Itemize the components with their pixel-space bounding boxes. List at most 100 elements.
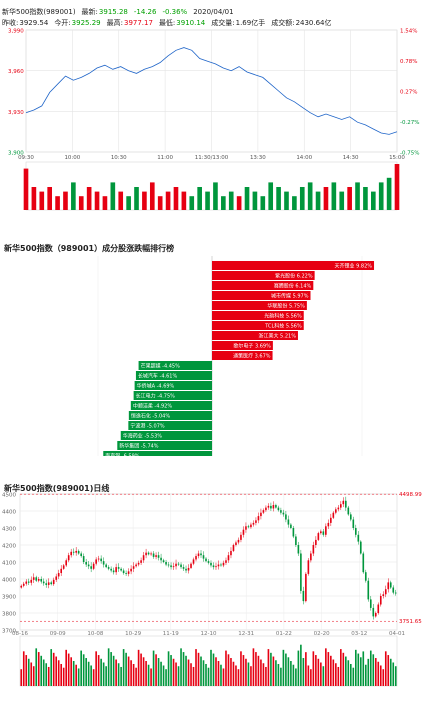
intraday-volume-bar (355, 182, 360, 210)
kline-candle (127, 571, 130, 574)
kline-volume-bar (330, 655, 332, 686)
kline-volume-bar (195, 649, 197, 686)
ranking-gainer-bar (212, 261, 375, 270)
intraday-x-tick: 14:00 (296, 155, 312, 161)
kline-candle (75, 550, 77, 553)
kline-candle (100, 558, 102, 562)
kline-volume-bar (337, 666, 340, 686)
kline-candle (225, 560, 227, 563)
kline-candle (115, 567, 117, 573)
kline-volume-bar (72, 661, 75, 686)
kline-y-tick: 4500 (2, 493, 16, 499)
kline-volume-bar (260, 659, 262, 686)
intraday-volume-bar (63, 191, 68, 210)
kline-max-label: 4498.99 (399, 492, 422, 498)
ranking-gainer-bar (212, 301, 307, 310)
ranking-loser-label: 中顺洁柔 -4.92% (133, 403, 173, 410)
kline-candle (135, 564, 137, 567)
kline-volume-bar (107, 648, 110, 686)
kline-volume-bar (394, 666, 397, 686)
kline-candle (122, 570, 125, 574)
ranking-gainer-label: 城市传媒 5.97% (271, 293, 309, 300)
kline-candle (347, 507, 350, 515)
kline-x-tick: 04-01 (389, 631, 405, 637)
kline-volume-bar (207, 667, 210, 686)
kline-candle (322, 531, 325, 535)
kline-candle (389, 582, 392, 588)
kline-volume-bar (27, 658, 30, 686)
kline-candle (152, 553, 155, 557)
ranking-loser-label: 长江电力 -4.75% (136, 393, 176, 400)
change-pct: -0.36% (162, 8, 188, 16)
kline-chart: 4500 4400 4300 4200 4100 4000 3900 3800 370008-1… (2, 492, 422, 687)
ranking-gainer-bar (212, 291, 311, 300)
ranking-loser-bar (135, 371, 212, 380)
kline-volume-bar (67, 653, 70, 686)
kline-candle (354, 528, 357, 535)
intraday-volume-bar (378, 182, 384, 210)
kline-volume-bar (275, 660, 277, 686)
intraday-volume-bar (292, 196, 297, 210)
kline-candle (227, 555, 230, 561)
kline-volume-bar (137, 649, 140, 686)
intraday-volume-bar (339, 191, 345, 210)
intraday-volume-bar (126, 196, 131, 210)
kline-volume-bar (52, 652, 55, 686)
kline-candle (42, 581, 45, 584)
kline-candle (142, 555, 145, 561)
kline-candle (320, 531, 322, 534)
kline-candle (202, 555, 205, 559)
high-label: 最高: (106, 19, 123, 27)
intraday-volume-bar (386, 177, 392, 210)
kline-volume-bar (180, 648, 182, 686)
kline-volume-bar (349, 663, 352, 686)
kline-candle (222, 562, 225, 566)
kline-candle (247, 526, 250, 528)
kline-candle (180, 564, 182, 568)
kline-volume-bar (172, 658, 175, 686)
kline-candle (140, 560, 142, 563)
kline-title: 新华500指数(989001)日线 (4, 484, 110, 493)
intraday-volume-bar (165, 191, 171, 210)
intraday-y2-tick: -0.75% (400, 151, 419, 157)
intraday-y2-tick: -0.27% (400, 120, 419, 126)
kline-candle (305, 573, 307, 602)
intraday-volume-bar (55, 196, 60, 210)
kline-volume-bar (190, 663, 192, 686)
ranking-gainer-bar (212, 331, 298, 340)
kline-y-tick: 4300 (2, 527, 16, 533)
ranking-gainer-bar (212, 341, 273, 350)
kline-candle (187, 567, 190, 571)
ranking-gainer-bar (212, 271, 315, 280)
intraday-volume-bar (371, 191, 376, 210)
intraday-volume-bar (315, 191, 321, 210)
kline-candle (242, 529, 245, 535)
kline-volume-bar (75, 664, 77, 686)
kline-volume-bar (220, 664, 222, 686)
kline-candle (212, 565, 215, 568)
kline-x-tick: 02-20 (314, 631, 330, 637)
kline-candle (315, 539, 317, 545)
kline-candle (67, 555, 70, 561)
kline-candle (22, 583, 25, 586)
kline-candle (382, 594, 385, 596)
kline-candle (57, 573, 60, 577)
kline-candle (312, 545, 315, 554)
kline-candle (359, 541, 362, 554)
kline-candle (45, 583, 48, 585)
kline-volume-bar (315, 655, 317, 686)
kline-candle (349, 514, 352, 520)
kline-candle (65, 560, 68, 566)
kline-candle (384, 589, 387, 595)
intraday-chart: 3,990 3,960 3,930 3,900 1.54% 0.78% 0.27% -0.27… (8, 29, 419, 211)
kline-candle (210, 562, 212, 566)
intraday-volume-bar (260, 196, 266, 210)
kline-candle (160, 557, 162, 561)
kline-candle (252, 522, 255, 525)
kline-candle (185, 568, 187, 571)
kline-volume-bar (25, 655, 28, 686)
latest-value: 3915.28 (98, 8, 128, 16)
kline-candle (330, 517, 332, 523)
intraday-x-tick: 14:30 (343, 155, 359, 161)
kline-candle (297, 545, 300, 554)
